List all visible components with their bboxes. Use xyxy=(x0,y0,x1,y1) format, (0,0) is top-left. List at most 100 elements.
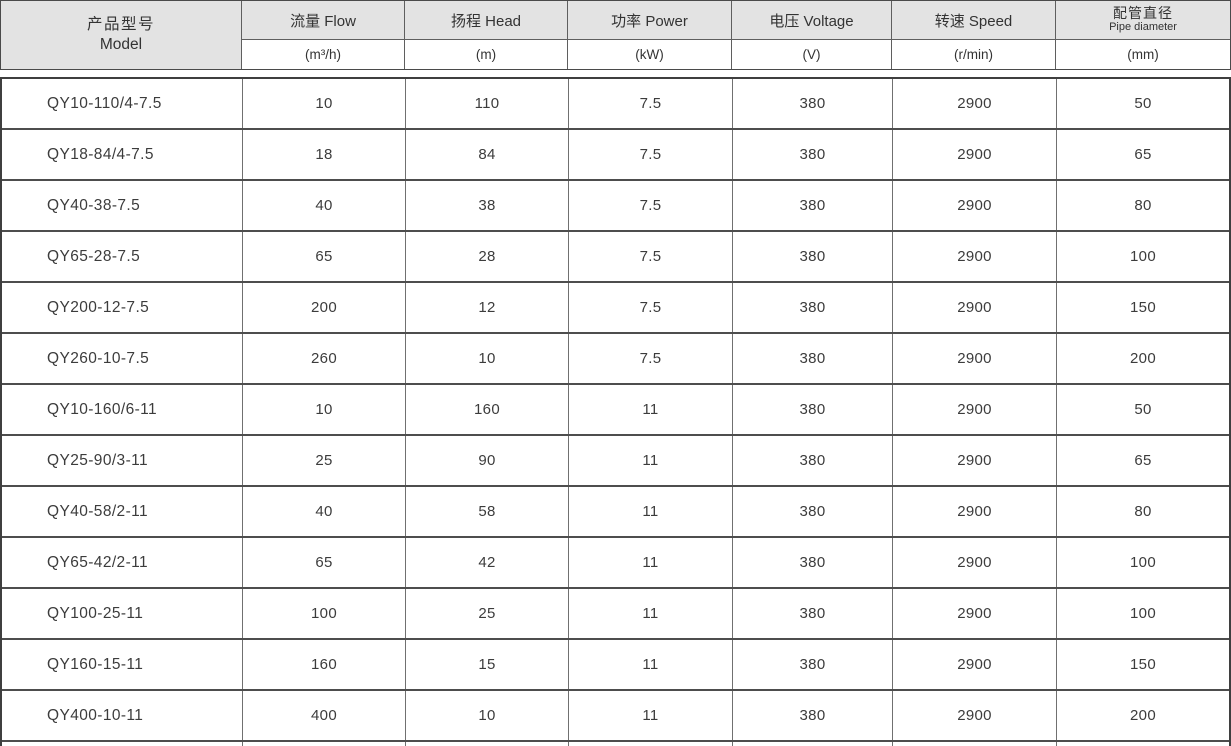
header-head-label: 扬程 Head xyxy=(450,12,522,30)
header-flow-label: 流量 Flow xyxy=(290,12,356,30)
header-model-en: Model xyxy=(99,36,143,53)
voltage-cell: 380 xyxy=(732,436,892,485)
head-cell: 28 xyxy=(405,232,568,281)
table-row: QY200-12-7.5 200 12 7.5 380 2900 150 xyxy=(2,283,1229,334)
header-cell-head: 扬程 Head xyxy=(404,1,567,39)
head-unit: (m) xyxy=(475,47,497,62)
voltage-cell: 380 xyxy=(732,640,892,689)
voltage-cell: 380 xyxy=(732,181,892,230)
power-cell: 7.5 xyxy=(568,181,732,230)
unit-cell-pipe-diameter: (mm) xyxy=(1055,39,1230,69)
speed-cell: 2900 xyxy=(892,283,1056,332)
voltage-cell: 380 xyxy=(732,130,892,179)
table-body: QY10-110/4-7.5 10 110 7.5 380 2900 50 QY18-84/4… xyxy=(0,77,1231,746)
flow-cell: 10 xyxy=(242,385,405,434)
speed-cell: 2900 xyxy=(892,640,1056,689)
power-cell: 7.5 xyxy=(568,334,732,383)
power-cell: 7.5 xyxy=(568,130,732,179)
table-header: 产品型号 Model 流量 Flow 扬程 Head 功率 Power 电压 V… xyxy=(0,0,1231,70)
speed-cell: 2900 xyxy=(892,232,1056,281)
pipe-diameter-cell: 65 xyxy=(1056,436,1229,485)
model-cell: QY200-12-7.5 xyxy=(47,298,150,316)
voltage-cell: 380 xyxy=(732,691,892,740)
speed-cell: 2900 xyxy=(892,487,1056,536)
speed-cell: 2900 xyxy=(892,436,1056,485)
voltage-cell: 380 xyxy=(732,283,892,332)
table-row: QY25-90/3-11 25 90 11 380 2900 65 xyxy=(2,436,1229,487)
head-cell: 38 xyxy=(405,181,568,230)
table-row: QY65-28-7.5 65 28 7.5 380 2900 100 xyxy=(2,232,1229,283)
voltage-cell: 380 xyxy=(732,79,892,128)
unit-cell-voltage: (V) xyxy=(731,39,891,69)
head-cell: 25 xyxy=(405,589,568,638)
table-row: QY40-58/2-11 40 58 11 380 2900 80 xyxy=(2,487,1229,538)
table-row: QY18-84/4-7.5 18 84 7.5 380 2900 65 xyxy=(2,130,1229,181)
model-cell: QY65-42/2-11 xyxy=(47,553,149,571)
flow-cell: 160 xyxy=(242,640,405,689)
table-row: QY40-38-7.5 40 38 7.5 380 2900 80 xyxy=(2,181,1229,232)
header-cell-pipe-diameter: 配管直径 Pipe diameter xyxy=(1055,1,1230,39)
unit-cell-head: (m) xyxy=(404,39,567,69)
speed-cell: 2900 xyxy=(892,130,1056,179)
speed-cell: 2900 xyxy=(892,538,1056,587)
flow-cell: 10 xyxy=(242,79,405,128)
model-cell: QY400-10-11 xyxy=(47,706,144,724)
pipe-diameter-unit: (mm) xyxy=(1127,47,1159,62)
flow-cell: 25 xyxy=(242,436,405,485)
flow-cell: 200 xyxy=(242,283,405,332)
model-cell xyxy=(2,742,242,746)
speed-cell: 2900 xyxy=(892,691,1056,740)
model-cell: QY40-58/2-11 xyxy=(47,502,149,520)
header-cell-model: 产品型号 Model xyxy=(1,1,241,69)
voltage-cell: 380 xyxy=(732,538,892,587)
model-cell: QY40-38-7.5 xyxy=(47,196,141,214)
speed-cell: 2900 xyxy=(892,589,1056,638)
power-cell: 11 xyxy=(568,385,732,434)
speed-cell: 2900 xyxy=(892,181,1056,230)
pipe-diameter-cell: 100 xyxy=(1056,538,1229,587)
voltage-unit: (V) xyxy=(802,47,821,62)
pipe-diameter-cell: 50 xyxy=(1056,385,1229,434)
header-speed-label: 转速 Speed xyxy=(934,12,1013,30)
speed-cell: 2900 xyxy=(892,79,1056,128)
voltage-cell: 380 xyxy=(732,385,892,434)
pipe-diameter-cell: 200 xyxy=(1056,691,1229,740)
header-pipe-label-zh: 配管直径 xyxy=(1113,5,1173,21)
voltage-cell: 380 xyxy=(732,232,892,281)
header-cell-power: 功率 Power xyxy=(567,1,731,39)
header-model-zh: 产品型号 xyxy=(86,16,155,33)
model-cell: QY10-160/6-11 xyxy=(47,400,158,418)
value-cell xyxy=(1056,742,1229,746)
value-cell xyxy=(892,742,1056,746)
model-cell: QY25-90/3-11 xyxy=(47,451,149,469)
pipe-diameter-cell: 100 xyxy=(1056,589,1229,638)
value-cell xyxy=(242,742,405,746)
power-cell: 11 xyxy=(568,691,732,740)
power-cell: 11 xyxy=(568,640,732,689)
head-cell: 58 xyxy=(405,487,568,536)
voltage-cell: 380 xyxy=(732,487,892,536)
head-cell: 160 xyxy=(405,385,568,434)
header-pipe-label-en: Pipe diameter xyxy=(1109,21,1177,33)
speed-unit: (r/min) xyxy=(954,47,993,62)
model-cell: QY260-10-7.5 xyxy=(47,349,150,367)
power-cell: 7.5 xyxy=(568,232,732,281)
head-cell: 110 xyxy=(405,79,568,128)
value-cell xyxy=(405,742,568,746)
model-cell: QY18-84/4-7.5 xyxy=(47,145,154,163)
unit-cell-power: (kW) xyxy=(567,39,731,69)
power-cell: 11 xyxy=(568,436,732,485)
head-cell: 12 xyxy=(405,283,568,332)
value-cell xyxy=(732,742,892,746)
value-cell xyxy=(568,742,732,746)
header-cell-voltage: 电压 Voltage xyxy=(731,1,891,39)
flow-cell: 40 xyxy=(242,487,405,536)
speed-cell: 2900 xyxy=(892,334,1056,383)
unit-cell-speed: (r/min) xyxy=(891,39,1055,69)
table-row: QY260-10-7.5 260 10 7.5 380 2900 200 xyxy=(2,334,1229,385)
flow-cell: 40 xyxy=(242,181,405,230)
pipe-diameter-cell: 80 xyxy=(1056,181,1229,230)
table-row-partial xyxy=(2,742,1229,746)
speed-cell: 2900 xyxy=(892,385,1056,434)
